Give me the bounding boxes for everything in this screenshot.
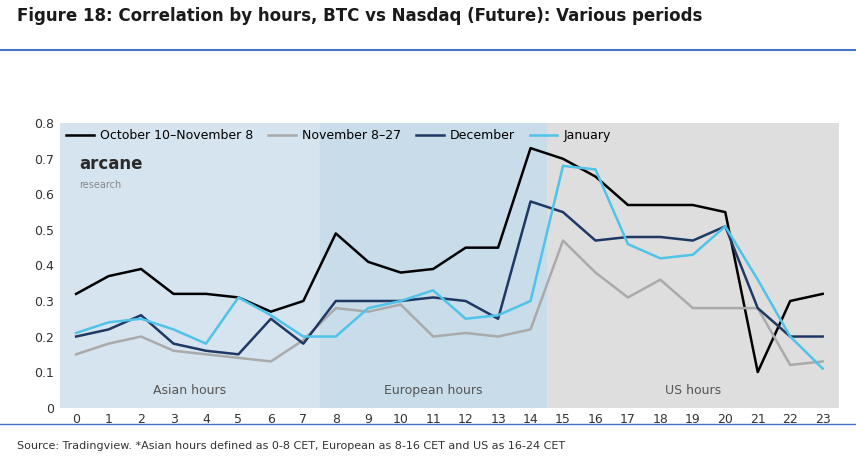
Bar (60, 123, 319, 408)
Text: research: research (80, 180, 122, 190)
Legend: October 10–November 8, November 8–27, December, January: October 10–November 8, November 8–27, De… (66, 129, 611, 143)
Bar (547, 123, 839, 408)
Text: Source: Tradingview. *Asian hours defined as 0-8 CET, European as 8-16 CET and U: Source: Tradingview. *Asian hours define… (17, 441, 565, 451)
Bar (319, 123, 547, 408)
Text: Asian hours: Asian hours (153, 384, 226, 397)
Text: arcane: arcane (80, 155, 143, 173)
Text: European hours: European hours (384, 384, 483, 397)
Text: Figure 18: Correlation by hours, BTC vs Nasdaq (Future): Various periods: Figure 18: Correlation by hours, BTC vs … (17, 7, 703, 25)
Text: US hours: US hours (665, 384, 721, 397)
